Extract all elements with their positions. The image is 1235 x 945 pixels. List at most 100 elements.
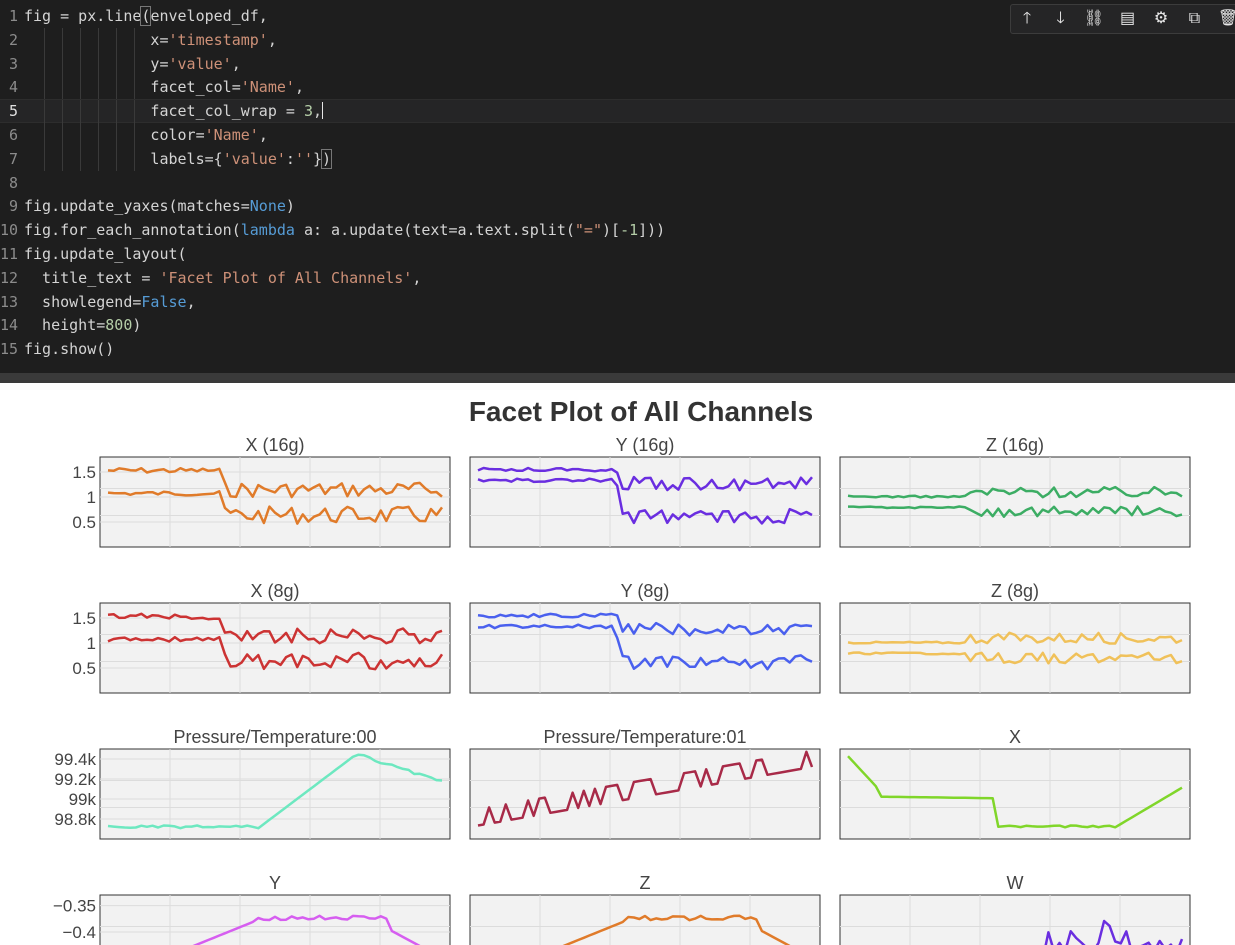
line-number: 4 bbox=[8, 78, 18, 97]
indent-guide bbox=[134, 51, 135, 76]
split-cell-icon[interactable]: ⧉ bbox=[1188, 10, 1201, 27]
y-tick-label: 99.2k bbox=[54, 770, 96, 789]
code-text[interactable]: showlegend=False, bbox=[24, 292, 196, 311]
facet-title-z-8g: Z (8g) bbox=[991, 581, 1039, 601]
link-icon[interactable]: ⛓ bbox=[1083, 10, 1105, 27]
indent-guide bbox=[80, 51, 81, 76]
series-line-z-8g-1 bbox=[847, 651, 1183, 665]
code-text[interactable]: fig.for_each_annotation(lambda a: a.upda… bbox=[24, 221, 666, 240]
facet-plot-area-z-16g bbox=[839, 456, 1191, 548]
indent-guide bbox=[98, 75, 99, 100]
line-number: 12 bbox=[0, 268, 19, 287]
code-line-7[interactable]: 7 labels={'value':''}) bbox=[0, 146, 1235, 171]
code-line-6[interactable]: 6 color='Name', bbox=[0, 123, 1235, 147]
line-number: 2 bbox=[8, 30, 18, 49]
code-text[interactable]: facet_col_wrap = 3, bbox=[24, 102, 324, 121]
trash-icon[interactable]: 🗑 bbox=[1217, 10, 1235, 27]
cell-divider bbox=[0, 373, 1235, 383]
line-number: 14 bbox=[0, 316, 19, 335]
chart-title: Facet Plot of All Channels bbox=[469, 396, 813, 427]
arrow-up-icon[interactable]: 🡑 bbox=[1022, 10, 1032, 27]
code-text[interactable]: fig.update_yaxes(matches=None) bbox=[24, 197, 295, 216]
series-line-pressure-temperature-00-0 bbox=[107, 753, 443, 830]
code-text[interactable]: y='value', bbox=[24, 54, 241, 73]
facet-plot-area-y-16g bbox=[469, 456, 821, 548]
indent-guide bbox=[62, 51, 63, 76]
line-number: 7 bbox=[8, 149, 18, 168]
code-line-14[interactable]: 14 height=800) bbox=[0, 313, 1235, 337]
line-number: 9 bbox=[8, 197, 18, 216]
facet-chart: Facet Plot of All Channels X (16g) 1.5 1 0.… bbox=[53, 396, 1191, 945]
series-line-x-8g-1 bbox=[107, 635, 444, 671]
code-line-8[interactable]: 8 bbox=[0, 171, 1235, 195]
code-line-9[interactable]: 9 fig.update_yaxes(matches=None) bbox=[0, 194, 1235, 218]
facet-title-x: X bbox=[1009, 727, 1021, 747]
code-text[interactable]: x='timestamp', bbox=[24, 30, 277, 49]
indent-guide bbox=[44, 123, 45, 147]
y-tick-label: 98.8k bbox=[54, 810, 96, 829]
facet-title-z: Z bbox=[640, 873, 651, 893]
code-text[interactable]: fig.update_layout( bbox=[24, 245, 187, 263]
indent-guide bbox=[44, 100, 45, 125]
code-line-5[interactable]: 5 facet_col_wrap = 3, bbox=[0, 99, 1235, 125]
code-line-12[interactable]: 12 title_text = 'Facet Plot of All Chann… bbox=[0, 266, 1235, 290]
facet-title-pressure-temperature-01: Pressure/Temperature:01 bbox=[543, 727, 746, 747]
indent-guide bbox=[116, 100, 117, 125]
indent-guide bbox=[98, 146, 99, 171]
series-line-y-16g-1 bbox=[477, 477, 813, 525]
y-tick-label: 1.5 bbox=[72, 463, 96, 482]
y-tick-label: 0.5 bbox=[72, 659, 96, 678]
series-line-z-16g-1 bbox=[848, 505, 1183, 518]
indent-guide bbox=[62, 123, 63, 147]
facet-plot-area-pressure-temperature-01 bbox=[469, 748, 821, 840]
series-line-pressure-temperature-01-0 bbox=[477, 750, 814, 827]
indent-guide bbox=[134, 27, 135, 52]
facet-title-y-16g: Y (16g) bbox=[616, 435, 675, 455]
gear-icon[interactable]: ⚙ bbox=[1153, 10, 1169, 27]
comment-icon[interactable]: ▤ bbox=[1119, 10, 1136, 27]
code-line-10[interactable]: 10 fig.for_each_annotation(lambda a: a.up… bbox=[0, 218, 1235, 242]
code-line-1[interactable]: 1 fig = px.line(enveloped_df, bbox=[0, 4, 1235, 28]
facet-title-x-16g: X (16g) bbox=[245, 435, 304, 455]
series-line-x-16g-0 bbox=[107, 466, 443, 499]
code-text[interactable]: height=800) bbox=[24, 316, 142, 335]
code-text[interactable]: title_text = 'Facet Plot of All Channels… bbox=[24, 268, 422, 287]
code-line-3[interactable]: 3 y='value', bbox=[0, 51, 1235, 76]
indent-guide bbox=[62, 27, 63, 52]
code-line-15[interactable]: 15 fig.show() bbox=[0, 337, 1235, 361]
code-text[interactable]: color='Name', bbox=[24, 126, 268, 144]
indent-guide bbox=[134, 123, 135, 147]
line-number: 3 bbox=[8, 54, 18, 73]
indent-guide bbox=[134, 146, 135, 171]
code-line-2[interactable]: 2 x='timestamp', bbox=[0, 27, 1235, 52]
indent-guide bbox=[80, 123, 81, 147]
line-number: 6 bbox=[8, 126, 18, 144]
series-line-x-8g-0 bbox=[107, 612, 443, 645]
indent-guide bbox=[116, 51, 117, 76]
indent-guide bbox=[80, 27, 81, 52]
line-number: 8 bbox=[8, 173, 18, 192]
code-text[interactable]: facet_col='Name', bbox=[24, 78, 304, 97]
series-line-z-8g-0 bbox=[847, 631, 1183, 645]
facet-plot-area-w bbox=[839, 894, 1191, 945]
series-line-z-0 bbox=[562, 914, 791, 945]
line-number: 10 bbox=[0, 221, 19, 240]
code-line-11[interactable]: 11 fig.update_layout( bbox=[0, 242, 1235, 266]
code-text[interactable]: fig = px.line(enveloped_df, bbox=[24, 6, 268, 26]
line-number: 11 bbox=[0, 245, 19, 263]
arrow-down-icon[interactable]: 🡓 bbox=[1056, 10, 1065, 27]
series-line-w-0 bbox=[1044, 919, 1184, 945]
code-text[interactable]: labels={'value':''}) bbox=[24, 148, 333, 169]
y-tick-label: −0.35 bbox=[53, 897, 96, 916]
series-line-z-16g-0 bbox=[847, 485, 1183, 499]
y-tick-label: 1.5 bbox=[72, 609, 96, 628]
code-text[interactable]: fig.show() bbox=[24, 340, 115, 359]
series-line-y-0 bbox=[192, 914, 421, 945]
code-cell[interactable]: 1 fig = px.line(enveloped_df, 2 x='timesta… bbox=[0, 0, 1235, 373]
code-line-13[interactable]: 13 showlegend=False, bbox=[0, 290, 1235, 314]
facet-title-x-8g: X (8g) bbox=[250, 581, 299, 601]
cell-toolbar: 🡑 🡓 ⛓ ▤ ⚙ ⧉ 🗑 bbox=[1010, 4, 1235, 34]
facet-title-y: Y bbox=[269, 873, 281, 893]
indent-guide bbox=[116, 75, 117, 100]
code-line-4[interactable]: 4 facet_col='Name', bbox=[0, 75, 1235, 100]
